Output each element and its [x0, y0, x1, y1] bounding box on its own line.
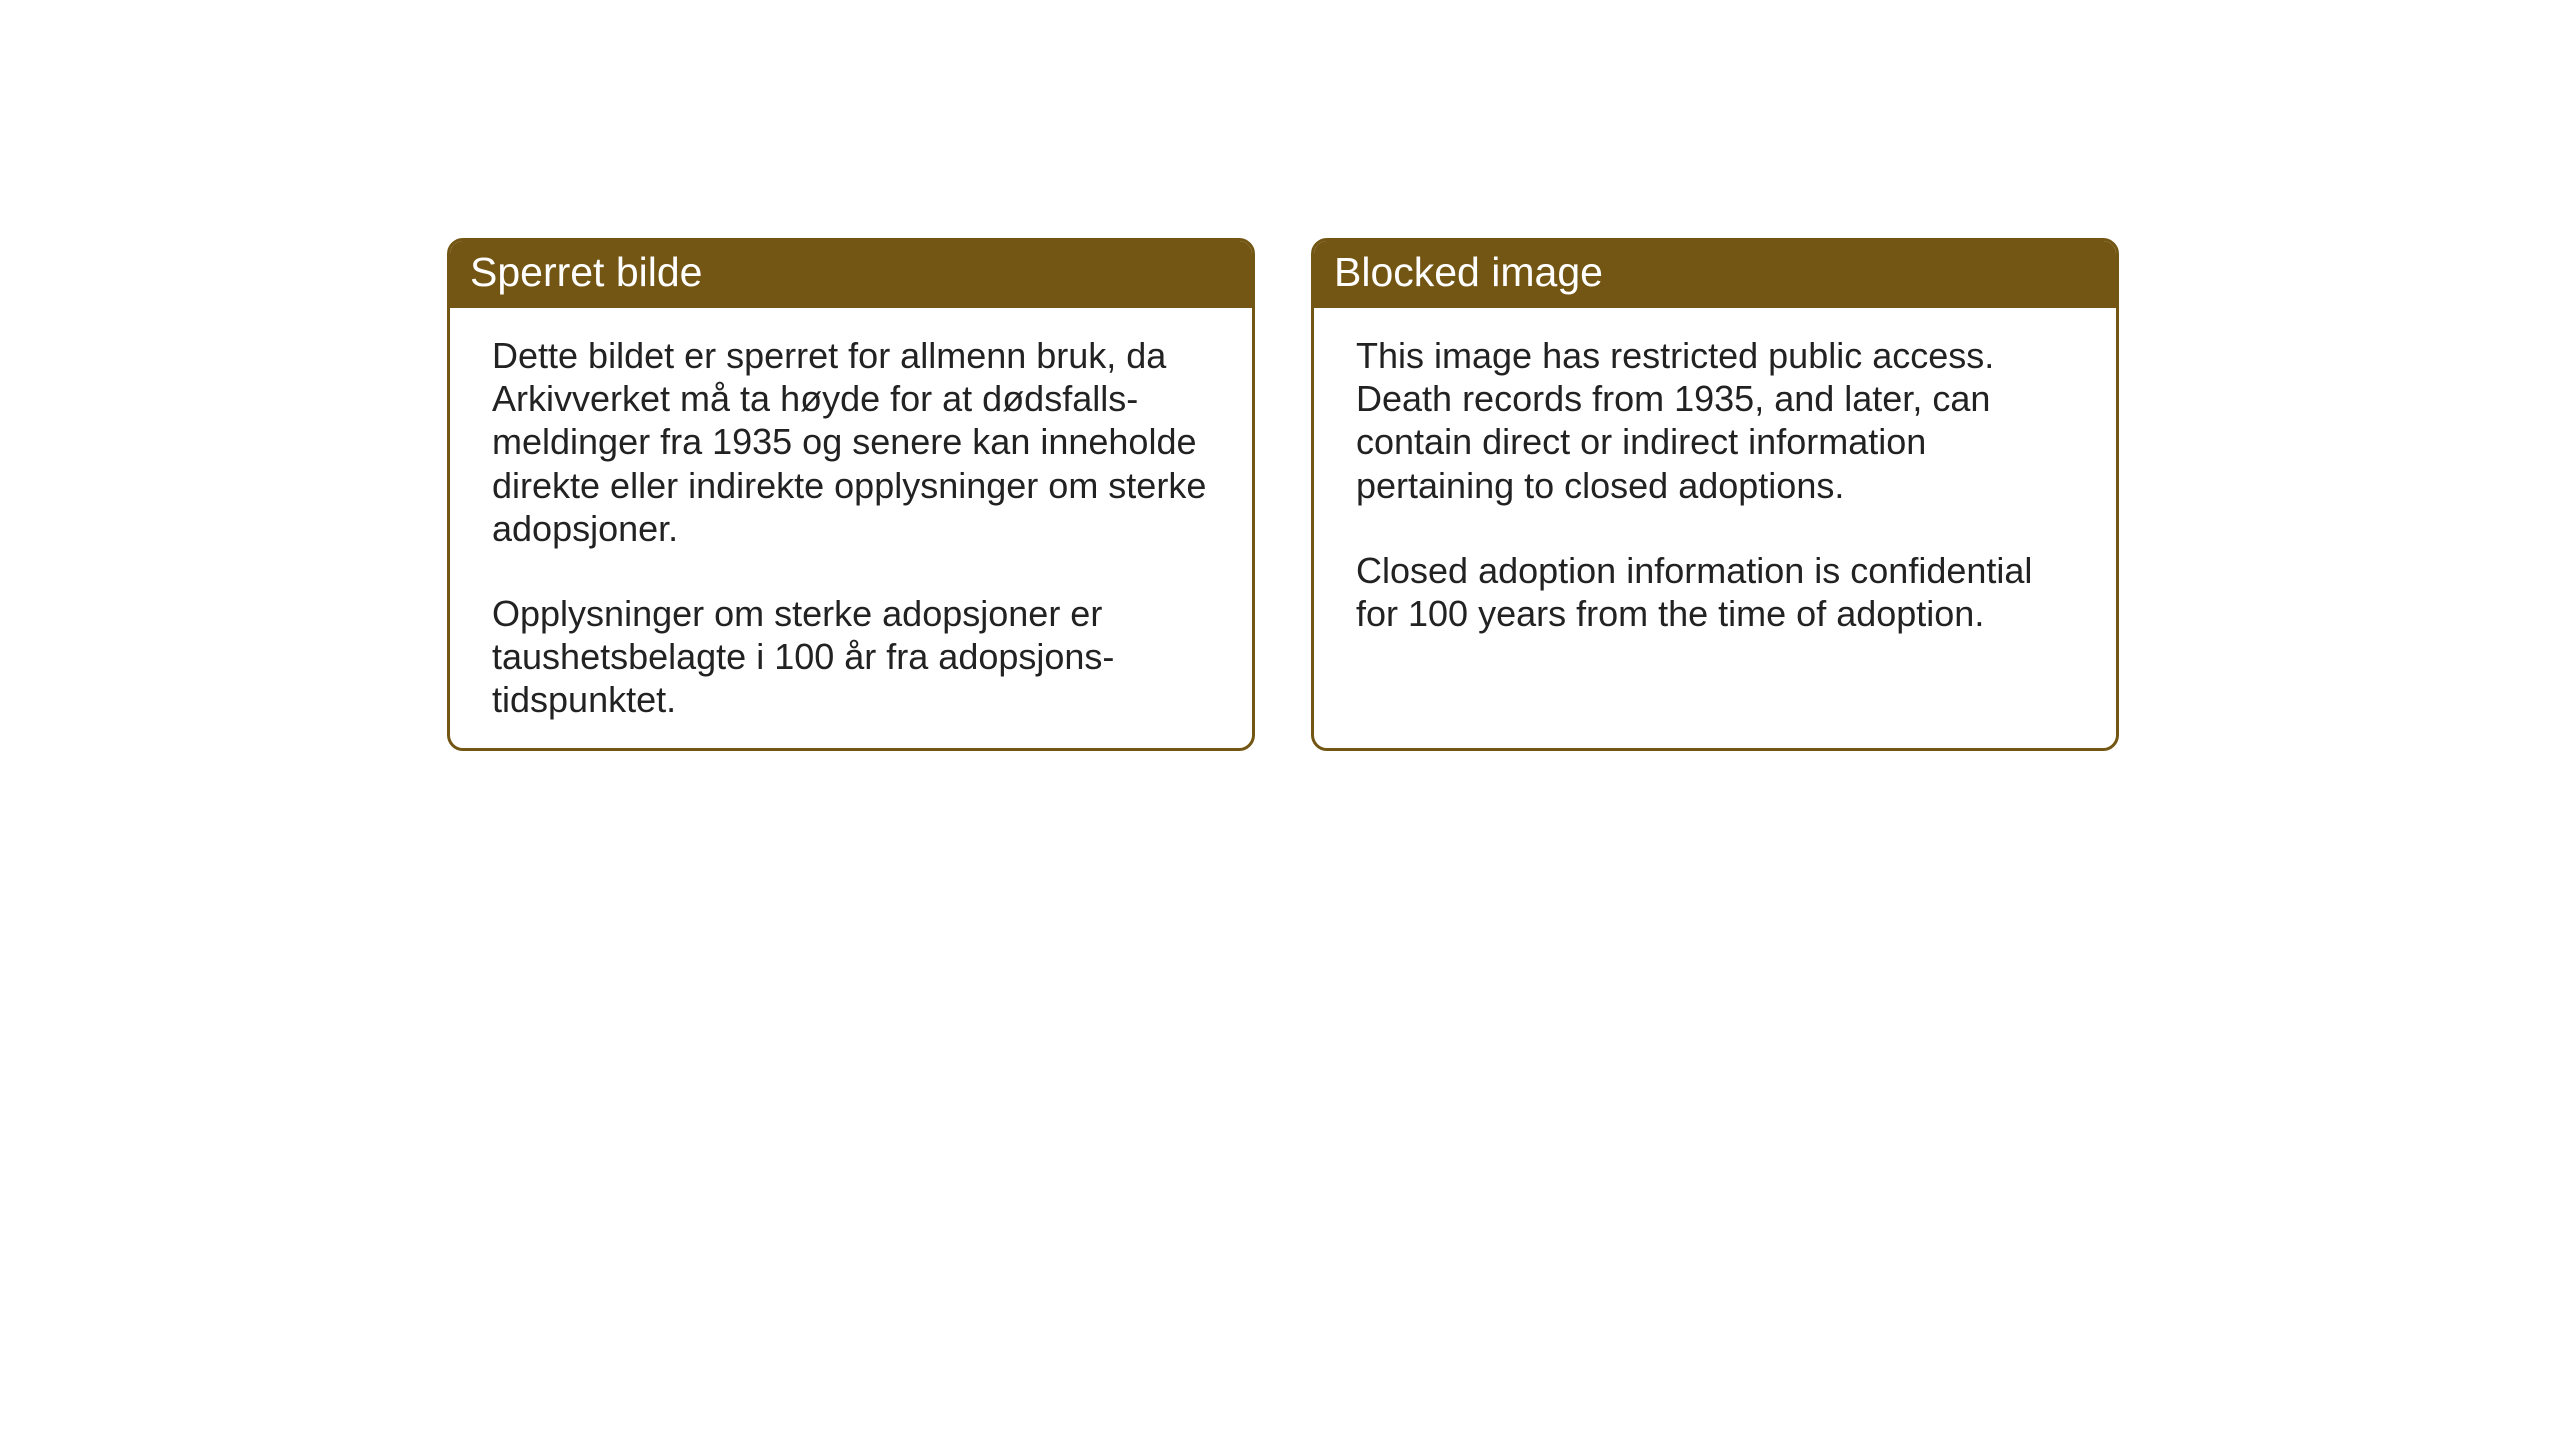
norwegian-card-body: Dette bildet er sperret for allmenn bruk…	[450, 308, 1252, 748]
english-paragraph-2: Closed adoption information is confident…	[1356, 549, 2074, 635]
english-card-header: Blocked image	[1314, 241, 2116, 308]
english-card: Blocked image This image has restricted …	[1311, 238, 2119, 751]
cards-container: Sperret bilde Dette bildet er sperret fo…	[447, 238, 2119, 751]
norwegian-paragraph-1: Dette bildet er sperret for allmenn bruk…	[492, 334, 1210, 550]
norwegian-card: Sperret bilde Dette bildet er sperret fo…	[447, 238, 1255, 751]
norwegian-paragraph-2: Opplysninger om sterke adopsjoner er tau…	[492, 592, 1210, 722]
english-card-title: Blocked image	[1334, 249, 1603, 295]
english-card-body: This image has restricted public access.…	[1314, 308, 2116, 661]
norwegian-card-header: Sperret bilde	[450, 241, 1252, 308]
english-paragraph-1: This image has restricted public access.…	[1356, 334, 2074, 507]
norwegian-card-title: Sperret bilde	[470, 249, 702, 295]
